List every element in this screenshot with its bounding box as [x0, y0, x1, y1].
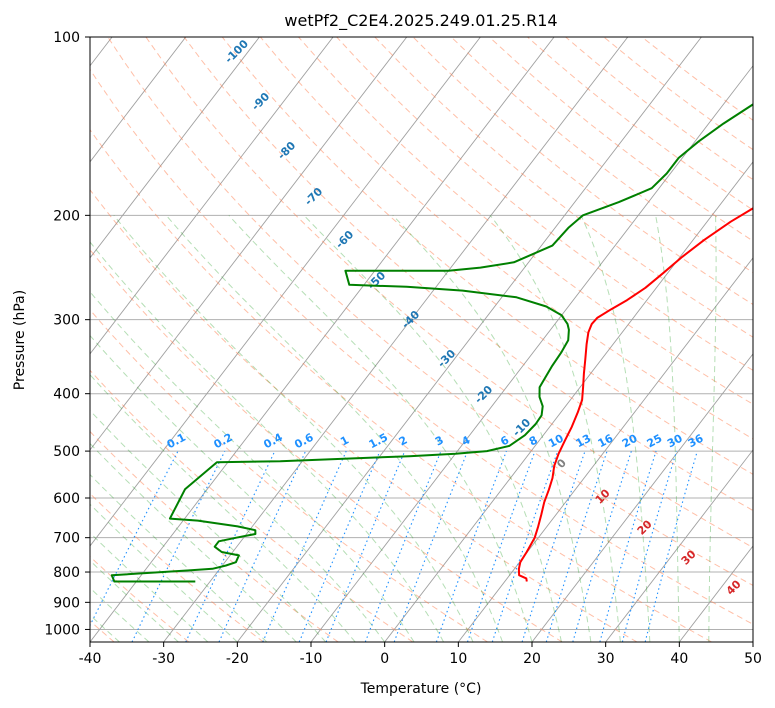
moist-adiabat-line [165, 214, 503, 642]
mixing-ratio-label: 16 [596, 431, 616, 450]
dry-adiabat-line [90, 68, 753, 625]
mixing-ratio-label: 20 [620, 432, 640, 451]
x-tick-label: -30 [152, 651, 175, 667]
x-tick-label: 10 [449, 651, 467, 667]
mixing-ratio-label: 13 [574, 432, 594, 451]
y-tick-label: 100 [53, 30, 80, 46]
x-tick-label: -40 [79, 651, 102, 667]
dewpoint-line [110, 103, 753, 583]
x-axis-label: Temperature (°C) [360, 681, 482, 697]
y-tick-label: 900 [53, 595, 80, 611]
dry-adiabat-line [107, 37, 753, 586]
isotherm-line [384, 161, 753, 642]
y-tick-label: 700 [53, 531, 80, 547]
y-tick-label: 400 [53, 387, 80, 403]
x-tick-label: 40 [670, 651, 688, 667]
moist-adiabat-line [489, 214, 621, 642]
x-tick-label: 30 [597, 651, 615, 667]
temperature-line [517, 207, 753, 582]
dry-adiabat-line [374, 37, 753, 338]
isotherm-line [90, 37, 187, 163]
moist-adiabat-line [392, 214, 592, 642]
chart-title: wetPf2_C2E4.2025.249.01.25.R14 [284, 11, 557, 31]
mixing-ratio-line [491, 450, 559, 642]
moist-adiabat-line [90, 473, 268, 642]
isotherm-line [236, 37, 702, 642]
plot-frame [89, 36, 754, 643]
mixing-ratio-label: 30 [665, 432, 685, 451]
dry-adiabat-line [90, 188, 638, 642]
y-axis-ticks: 100 200 300 400 500 600 700 800 900 1000 [44, 30, 90, 638]
mixing-ratio-label: 36 [686, 431, 706, 450]
dry-adiabat-line [90, 248, 563, 642]
mixing-ratio-line [218, 450, 307, 642]
mixing-ratio-line [364, 450, 442, 642]
x-tick-label: -20 [226, 651, 249, 667]
mixing-ratio-line [599, 450, 657, 642]
isotherm-line [163, 37, 629, 642]
x-axis-ticks: -40 -30 -20 -10 0 10 20 30 40 50 [79, 642, 762, 667]
y-tick-label: 1000 [44, 622, 80, 638]
y-tick-label: 300 [53, 313, 80, 329]
isotherm-line [605, 449, 753, 642]
mixing-ratio-line [185, 450, 276, 642]
dry-adiabat-line [298, 37, 753, 405]
dry-adiabat-line [90, 369, 414, 642]
x-tick-label: 50 [744, 651, 762, 667]
moist-adiabat-line [655, 215, 680, 642]
dry-adiabat-line [90, 309, 488, 642]
x-tick-label: 0 [380, 651, 389, 667]
isotherm-line [531, 353, 753, 642]
isotherm-line [90, 37, 555, 642]
mixing-ratio-line [393, 450, 469, 642]
moist-adiabat-line [90, 532, 209, 642]
isotherm-line [90, 37, 260, 259]
dry-adiabat-line [90, 555, 190, 642]
moist-adiabat-line [90, 334, 386, 642]
moist-adiabat-line [90, 587, 150, 642]
mixing-ratio-line [521, 450, 586, 642]
sounding-series [110, 103, 753, 583]
mixing-ratio-line [572, 450, 632, 642]
moist-adiabat-line [228, 214, 533, 642]
y-tick-label: 500 [53, 444, 80, 460]
moist-adiabat-line [90, 503, 238, 642]
reference-grid [90, 37, 753, 642]
mixing-ratio-line [621, 450, 678, 642]
dry-adiabat-line [145, 37, 753, 549]
isotherm-line [90, 37, 408, 451]
isotherm-line [90, 37, 334, 355]
dry-adiabat-line [336, 37, 753, 371]
moist-adiabat-line [708, 215, 717, 642]
mixing-ratio-label: 25 [645, 432, 665, 451]
moist-adiabat-line [90, 241, 445, 642]
moist-adiabat-line [90, 442, 297, 642]
x-tick-label: 20 [523, 651, 541, 667]
y-tick-label: 800 [53, 565, 80, 581]
mixing-ratio-line [131, 450, 226, 642]
mixing-ratio-label: 10 [546, 432, 566, 451]
mixing-ratio-line [545, 450, 608, 642]
moist-adiabat-line [113, 214, 474, 642]
isotherm-line [90, 37, 481, 547]
y-tick-label: 600 [53, 491, 80, 507]
moist-adiabat-line [90, 559, 179, 642]
isotherm-line [457, 257, 753, 642]
x-tick-label: -10 [300, 651, 323, 667]
moist-adiabat-line [90, 291, 415, 642]
moist-adiabat-line [90, 409, 327, 642]
moist-adiabat-line [580, 215, 651, 642]
y-axis-label: Pressure (hPa) [12, 290, 28, 390]
dry-adiabat-line [90, 128, 712, 642]
y-tick-label: 200 [53, 208, 80, 224]
